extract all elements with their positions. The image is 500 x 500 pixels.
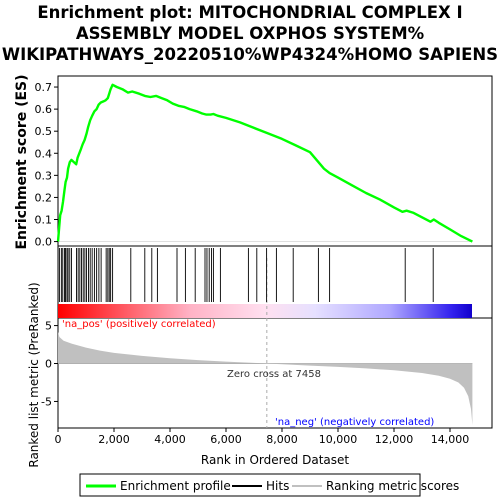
es-tick-label-7: 0.7 bbox=[35, 81, 53, 94]
legend-hits-label: Hits bbox=[266, 479, 289, 493]
es-layer bbox=[56, 83, 473, 243]
metric-tick-label-2: -5 bbox=[41, 395, 52, 408]
es-tick-label-3: 0.3 bbox=[35, 169, 53, 182]
x-tick-label-4: 8,000 bbox=[266, 433, 298, 446]
es-tick-label-1: 0.1 bbox=[35, 214, 53, 227]
x-tick-label-0: 0 bbox=[55, 433, 62, 446]
pos-correlated-label: 'na_pos' (positively correlated) bbox=[62, 319, 216, 330]
x-tick-label-3: 6,000 bbox=[210, 433, 242, 446]
metric-layer bbox=[58, 258, 473, 428]
legend-metric-label: Ranking metric scores bbox=[326, 479, 459, 493]
metric-panel bbox=[57, 317, 493, 429]
x-tick-label-5: 10,000 bbox=[319, 433, 358, 446]
x-axis-title: Rank in Ordered Dataset bbox=[201, 453, 349, 467]
x-tick-label-6: 12,000 bbox=[375, 433, 414, 446]
rank-color-bar bbox=[58, 304, 472, 318]
chart-title-line-3: WIKIPATHWAYS_20220510%WP4324%HOMO SAPIEN… bbox=[1, 45, 499, 64]
es-tick-label-4: 0.4 bbox=[35, 147, 53, 160]
metric-tick-label-1: 0 bbox=[45, 358, 52, 371]
es-panel bbox=[57, 75, 493, 247]
es-tick-label-6: 0.6 bbox=[35, 103, 53, 116]
es-tick-label-5: 0.5 bbox=[35, 125, 53, 138]
enrichment-profile-line bbox=[56, 83, 473, 243]
metric-tick-label-0: 5 bbox=[45, 320, 52, 333]
legend: Enrichment profile Hits Ranking metric s… bbox=[79, 473, 459, 497]
es-axis-title: Enrichment score (ES) bbox=[14, 74, 30, 249]
zero-cross-label: Zero cross at 7458 bbox=[227, 369, 321, 380]
chart-title-line-2: ASSEMBLY MODEL OXPHOS SYSTEM% bbox=[75, 24, 425, 43]
hits-layer bbox=[58, 248, 434, 302]
legend-profile-label: Enrichment profile bbox=[120, 479, 231, 493]
chart-title-line-1: Enrichment plot: MITOCHONDRIAL COMPLEX I bbox=[37, 3, 463, 22]
neg-correlated-label: 'na_neg' (negatively correlated) bbox=[275, 417, 434, 428]
x-tick-label-2: 4,000 bbox=[154, 433, 186, 446]
es-tick-label-0: 0.0 bbox=[35, 236, 53, 249]
x-tick-label-7: 14,000 bbox=[431, 433, 470, 446]
axis-layer: 0.0 0.1 0.2 0.3 0.4 0.5 0.6 0.7 5 0 -5 0 2,000 4,000 6… bbox=[35, 81, 470, 446]
es-tick-label-2: 0.2 bbox=[35, 191, 53, 204]
chart-title: Enrichment plot: MITOCHONDRIAL COMPLEX I… bbox=[0, 2, 500, 65]
x-tick-label-1: 2,000 bbox=[98, 433, 130, 446]
metric-axis-title: Ranked list metric (PreRanked) bbox=[27, 282, 41, 467]
